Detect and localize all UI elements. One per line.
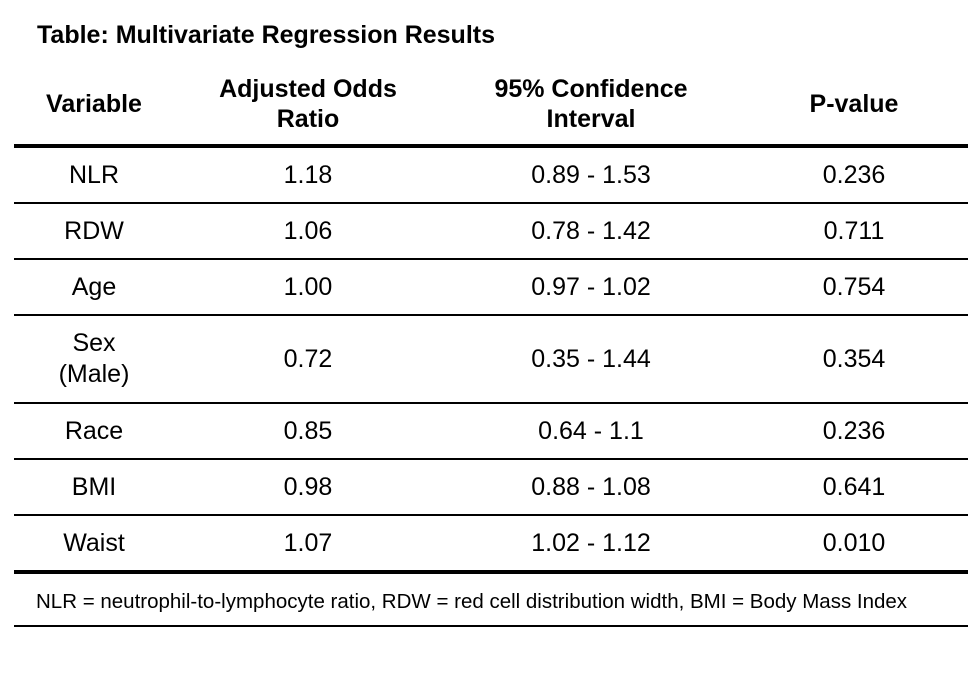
cell-odds-ratio: 1.07 [174,515,442,574]
column-header-confidence-interval: 95% Confidence Interval [442,64,740,148]
cell-confidence-interval: 0.78 - 1.42 [442,203,740,260]
cell-variable: Waist [14,515,174,574]
cell-confidence-interval: 0.88 - 1.08 [442,459,740,516]
cell-p-value: 0.010 [740,515,968,574]
column-header-line: Interval [546,105,636,133]
cell-p-value: 0.711 [740,203,968,260]
column-header-line: Ratio [276,105,340,133]
cell-variable-line: (Male) [58,360,130,388]
cell-variable: Race [14,403,174,460]
cell-confidence-interval: 0.35 - 1.44 [442,315,740,404]
table-footnote: NLR = neutrophil-to-lymphocyte ratio, RD… [14,572,968,627]
cell-odds-ratio: 0.98 [174,459,442,516]
column-header-line: P-value [809,90,899,118]
cell-p-value: 0.354 [740,315,968,404]
cell-odds-ratio: 1.18 [174,146,442,204]
cell-variable-line: Sex [72,329,116,357]
footnote-row: NLR = neutrophil-to-lymphocyte ratio, RD… [14,572,968,627]
column-header-line: 95% Confidence [494,75,688,103]
cell-variable: Sex (Male) [14,315,174,404]
table-row: Waist 1.07 1.02 - 1.12 0.010 [14,515,968,574]
cell-odds-ratio: 1.06 [174,203,442,260]
cell-p-value: 0.754 [740,259,968,316]
cell-p-value: 0.236 [740,146,968,204]
table-row: NLR 1.18 0.89 - 1.53 0.236 [14,146,968,204]
cell-confidence-interval: 1.02 - 1.12 [442,515,740,574]
column-header-line: Adjusted Odds [219,75,397,103]
cell-variable: BMI [14,459,174,516]
cell-variable: NLR [14,146,174,204]
cell-variable: RDW [14,203,174,260]
column-header-line: Variable [46,90,142,118]
cell-confidence-interval: 0.89 - 1.53 [442,146,740,204]
column-header-variable: Variable [14,64,174,148]
header-row: Variable Adjusted Odds Ratio 95% Confide… [14,64,968,148]
cell-confidence-interval: 0.97 - 1.02 [442,259,740,316]
table-row: BMI 0.98 0.88 - 1.08 0.641 [14,459,968,516]
cell-odds-ratio: 1.00 [174,259,442,316]
cell-p-value: 0.641 [740,459,968,516]
table-body: NLR 1.18 0.89 - 1.53 0.236 RDW 1.06 0.78… [14,146,968,574]
cell-odds-ratio: 0.85 [174,403,442,460]
column-header-odds-ratio: Adjusted Odds Ratio [174,64,442,148]
table-title: Table: Multivariate Regression Results [37,21,495,49]
column-header-p-value: P-value [740,64,968,148]
table-header: Variable Adjusted Odds Ratio 95% Confide… [14,64,968,148]
cell-confidence-interval: 0.64 - 1.1 [442,403,740,460]
table-row: Age 1.00 0.97 - 1.02 0.754 [14,259,968,316]
table-footer: NLR = neutrophil-to-lymphocyte ratio, RD… [14,572,968,627]
cell-variable: Age [14,259,174,316]
cell-p-value: 0.236 [740,403,968,460]
cell-odds-ratio: 0.72 [174,315,442,404]
table-row: Race 0.85 0.64 - 1.1 0.236 [14,403,968,460]
table-row: RDW 1.06 0.78 - 1.42 0.711 [14,203,968,260]
table-row: Sex (Male) 0.72 0.35 - 1.44 0.354 [14,315,968,404]
regression-results-table: Variable Adjusted Odds Ratio 95% Confide… [14,64,968,627]
